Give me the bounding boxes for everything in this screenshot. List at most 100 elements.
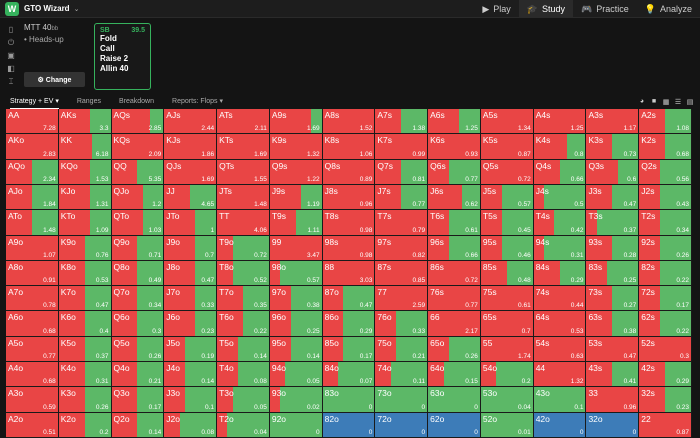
hand-cell-K9o[interactable]: K9o 0.76 <box>58 235 112 261</box>
tab-breakdown[interactable]: Breakdown <box>118 98 155 105</box>
hand-cell-A8s[interactable]: A8s 1.52 <box>322 109 376 135</box>
hand-cell-A6o[interactable]: A6o 0.68 <box>6 311 59 337</box>
hand-cell-98o[interactable]: 98o 0.57 <box>269 260 323 287</box>
hand-cell-KJs[interactable]: KJs 1.86 <box>164 134 218 160</box>
hand-cell-63o[interactable]: 63o 0 <box>428 387 481 413</box>
bookmark-icon[interactable]: ▯ <box>8 25 14 34</box>
hand-cell-72o[interactable]: 72o 0 <box>375 412 429 438</box>
hand-cell-J9s[interactable]: J9s 1.19 <box>269 184 323 211</box>
hand-cell-87s[interactable]: 87s 0.85 <box>375 260 429 287</box>
hand-cell-64o[interactable]: 64o 0.15 <box>428 362 481 388</box>
hand-cell-T6s[interactable]: T6s 0.61 <box>428 210 481 236</box>
hand-cell-T6o[interactable]: T6o 0.22 <box>217 311 270 337</box>
table-icon[interactable]: ▤ <box>686 99 694 106</box>
hand-cell-65o[interactable]: 65o 0.26 <box>428 336 481 363</box>
hand-cell-83s[interactable]: 83s 0.25 <box>586 260 640 287</box>
hand-cell-K9s[interactable]: K9s 1.32 <box>269 134 323 160</box>
hand-cell-Q9o[interactable]: Q9o 0.71 <box>111 235 165 261</box>
hand-cell-K3o[interactable]: K3o 0.26 <box>58 387 112 413</box>
hand-cell-76o[interactable]: 76o 0.33 <box>375 311 429 337</box>
hand-cell-76s[interactable]: 76s 0.77 <box>428 286 481 312</box>
hand-cell-AQo[interactable]: AQo 2.34 <box>6 159 59 185</box>
action-call[interactable]: Call <box>100 44 115 53</box>
hand-cell-Q8s[interactable]: Q8s 0.89 <box>322 159 376 185</box>
hand-cell-QQ[interactable]: QQ 5.35 <box>111 159 165 185</box>
hand-cell-T2o[interactable]: T2o 0.04 <box>217 412 270 438</box>
hand-cell-K5s[interactable]: K5s 0.87 <box>480 134 534 160</box>
action-raise[interactable]: Raise 2 <box>100 54 129 63</box>
power-icon[interactable]: ⏻ <box>7 38 15 47</box>
hand-cell-85o[interactable]: 85o 0.17 <box>322 336 376 363</box>
hand-cell-AQs[interactable]: AQs 2.85 <box>111 109 165 135</box>
hand-cell-KTo[interactable]: KTo 1.09 <box>58 210 112 236</box>
hand-cell-ATo[interactable]: ATo 1.48 <box>6 210 59 236</box>
hand-cell-J7s[interactable]: J7s 0.77 <box>375 184 429 211</box>
hand-cell-A9o[interactable]: A9o 1.07 <box>6 235 59 261</box>
hand-cell-98s[interactable]: 98s 0.98 <box>322 235 376 261</box>
hand-cell-A4o[interactable]: A4o 0.68 <box>6 362 59 388</box>
hand-cell-J9o[interactable]: J9o 0.7 <box>164 235 218 261</box>
hand-cell-53s[interactable]: 53s 0.47 <box>586 336 640 363</box>
hand-cell-T4s[interactable]: T4s 0.42 <box>533 210 587 236</box>
hand-cell-Q6o[interactable]: Q6o 0.3 <box>111 311 165 337</box>
tab-strategy-ev[interactable]: Strategy + EV ▾ <box>10 95 59 109</box>
hand-cell-KQs[interactable]: KQs 2.09 <box>111 134 165 160</box>
hand-cell-42s[interactable]: 42s 0.29 <box>639 362 692 388</box>
hand-cell-84s[interactable]: 84s 0.29 <box>533 260 587 287</box>
nav-analyze[interactable]: 💡 Analyze <box>637 0 700 18</box>
hand-cell-Q3o[interactable]: Q3o 0.17 <box>111 387 165 413</box>
hand-cell-A2o[interactable]: A2o 0.51 <box>6 412 59 438</box>
hand-cell-75s[interactable]: 75s 0.61 <box>480 286 534 312</box>
hand-cell-T9o[interactable]: T9o 0.72 <box>217 235 270 261</box>
hand-cell-84o[interactable]: 84o 0.07 <box>322 362 376 388</box>
hand-cell-J3s[interactable]: J3s 0.47 <box>586 184 640 211</box>
hand-cell-96o[interactable]: 96o 0.25 <box>269 311 323 337</box>
square-icon[interactable]: ■ <box>651 98 657 105</box>
hand-cell-92s[interactable]: 92s 0.26 <box>639 235 692 261</box>
hand-cell-K4o[interactable]: K4o 0.31 <box>58 362 112 388</box>
hand-cell-QTs[interactable]: QTs 1.55 <box>217 159 270 185</box>
hand-cell-43o[interactable]: 43o 0.1 <box>533 387 587 413</box>
grid-icon[interactable]: ▦ <box>662 99 670 106</box>
nav-study[interactable]: 🎓 Study <box>518 0 574 18</box>
hand-cell-Q5o[interactable]: Q5o 0.26 <box>111 336 165 363</box>
hand-cell-J2o[interactable]: J2o 0.08 <box>164 412 218 438</box>
hand-cell-J5o[interactable]: J5o 0.19 <box>164 336 218 363</box>
hand-cell-J6s[interactable]: J6s 0.62 <box>428 184 481 211</box>
nav-play[interactable]: ▶ Play <box>474 0 518 18</box>
hand-cell-86s[interactable]: 86s 0.72 <box>428 260 481 287</box>
hand-cell-42o[interactable]: 42o 0 <box>533 412 587 438</box>
hand-cell-85s[interactable]: 85s 0.48 <box>480 260 534 287</box>
hand-cell-K4s[interactable]: K4s 0.8 <box>533 134 587 160</box>
hand-cell-K5o[interactable]: K5o 0.37 <box>58 336 112 363</box>
hand-cell-87o[interactable]: 87o 0.47 <box>322 286 376 312</box>
hand-cell-83o[interactable]: 83o 0 <box>322 387 376 413</box>
hand-cell-A6s[interactable]: A6s 1.25 <box>428 109 481 135</box>
hand-cell-73o[interactable]: 73o 0 <box>375 387 429 413</box>
hand-cell-Q5s[interactable]: Q5s 0.72 <box>480 159 534 185</box>
hand-cell-43s[interactable]: 43s 0.41 <box>586 362 640 388</box>
hand-cell-AJs[interactable]: AJs 2.44 <box>164 109 218 135</box>
hand-cell-KQo[interactable]: KQo 1.53 <box>58 159 112 185</box>
hand-cell-A5o[interactable]: A5o 0.77 <box>6 336 59 363</box>
hand-cell-AKs[interactable]: AKs 3.3 <box>58 109 112 135</box>
action-fold[interactable]: Fold <box>100 34 117 43</box>
hand-cell-A7o[interactable]: A7o 0.78 <box>6 286 59 312</box>
hand-cell-T3o[interactable]: T3o 0.05 <box>217 387 270 413</box>
hand-cell-T3s[interactable]: T3s 0.37 <box>586 210 640 236</box>
hand-cell-K2o[interactable]: K2o 0.2 <box>58 412 112 438</box>
change-button[interactable]: ⚙ Change <box>24 72 85 87</box>
hand-cell-94o[interactable]: 94o 0.05 <box>269 362 323 388</box>
controller-icon[interactable]: ◧ <box>7 64 15 73</box>
hand-cell-K3s[interactable]: K3s 0.73 <box>586 134 640 160</box>
hand-cell-Q4o[interactable]: Q4o 0.21 <box>111 362 165 388</box>
hand-cell-K7o[interactable]: K7o 0.47 <box>58 286 112 312</box>
hand-cell-99[interactable]: 99 3.47 <box>269 235 323 261</box>
hand-cell-A9s[interactable]: A9s 1.69 <box>269 109 323 135</box>
hand-cell-A2s[interactable]: A2s 1.08 <box>639 109 692 135</box>
hand-cell-JJ[interactable]: JJ 4.65 <box>164 184 218 211</box>
hand-cell-A4s[interactable]: A4s 1.25 <box>533 109 587 135</box>
hand-cell-KTs[interactable]: KTs 1.69 <box>217 134 270 160</box>
hand-cell-T8s[interactable]: T8s 0.98 <box>322 210 376 236</box>
hand-cell-J7o[interactable]: J7o 0.33 <box>164 286 218 312</box>
